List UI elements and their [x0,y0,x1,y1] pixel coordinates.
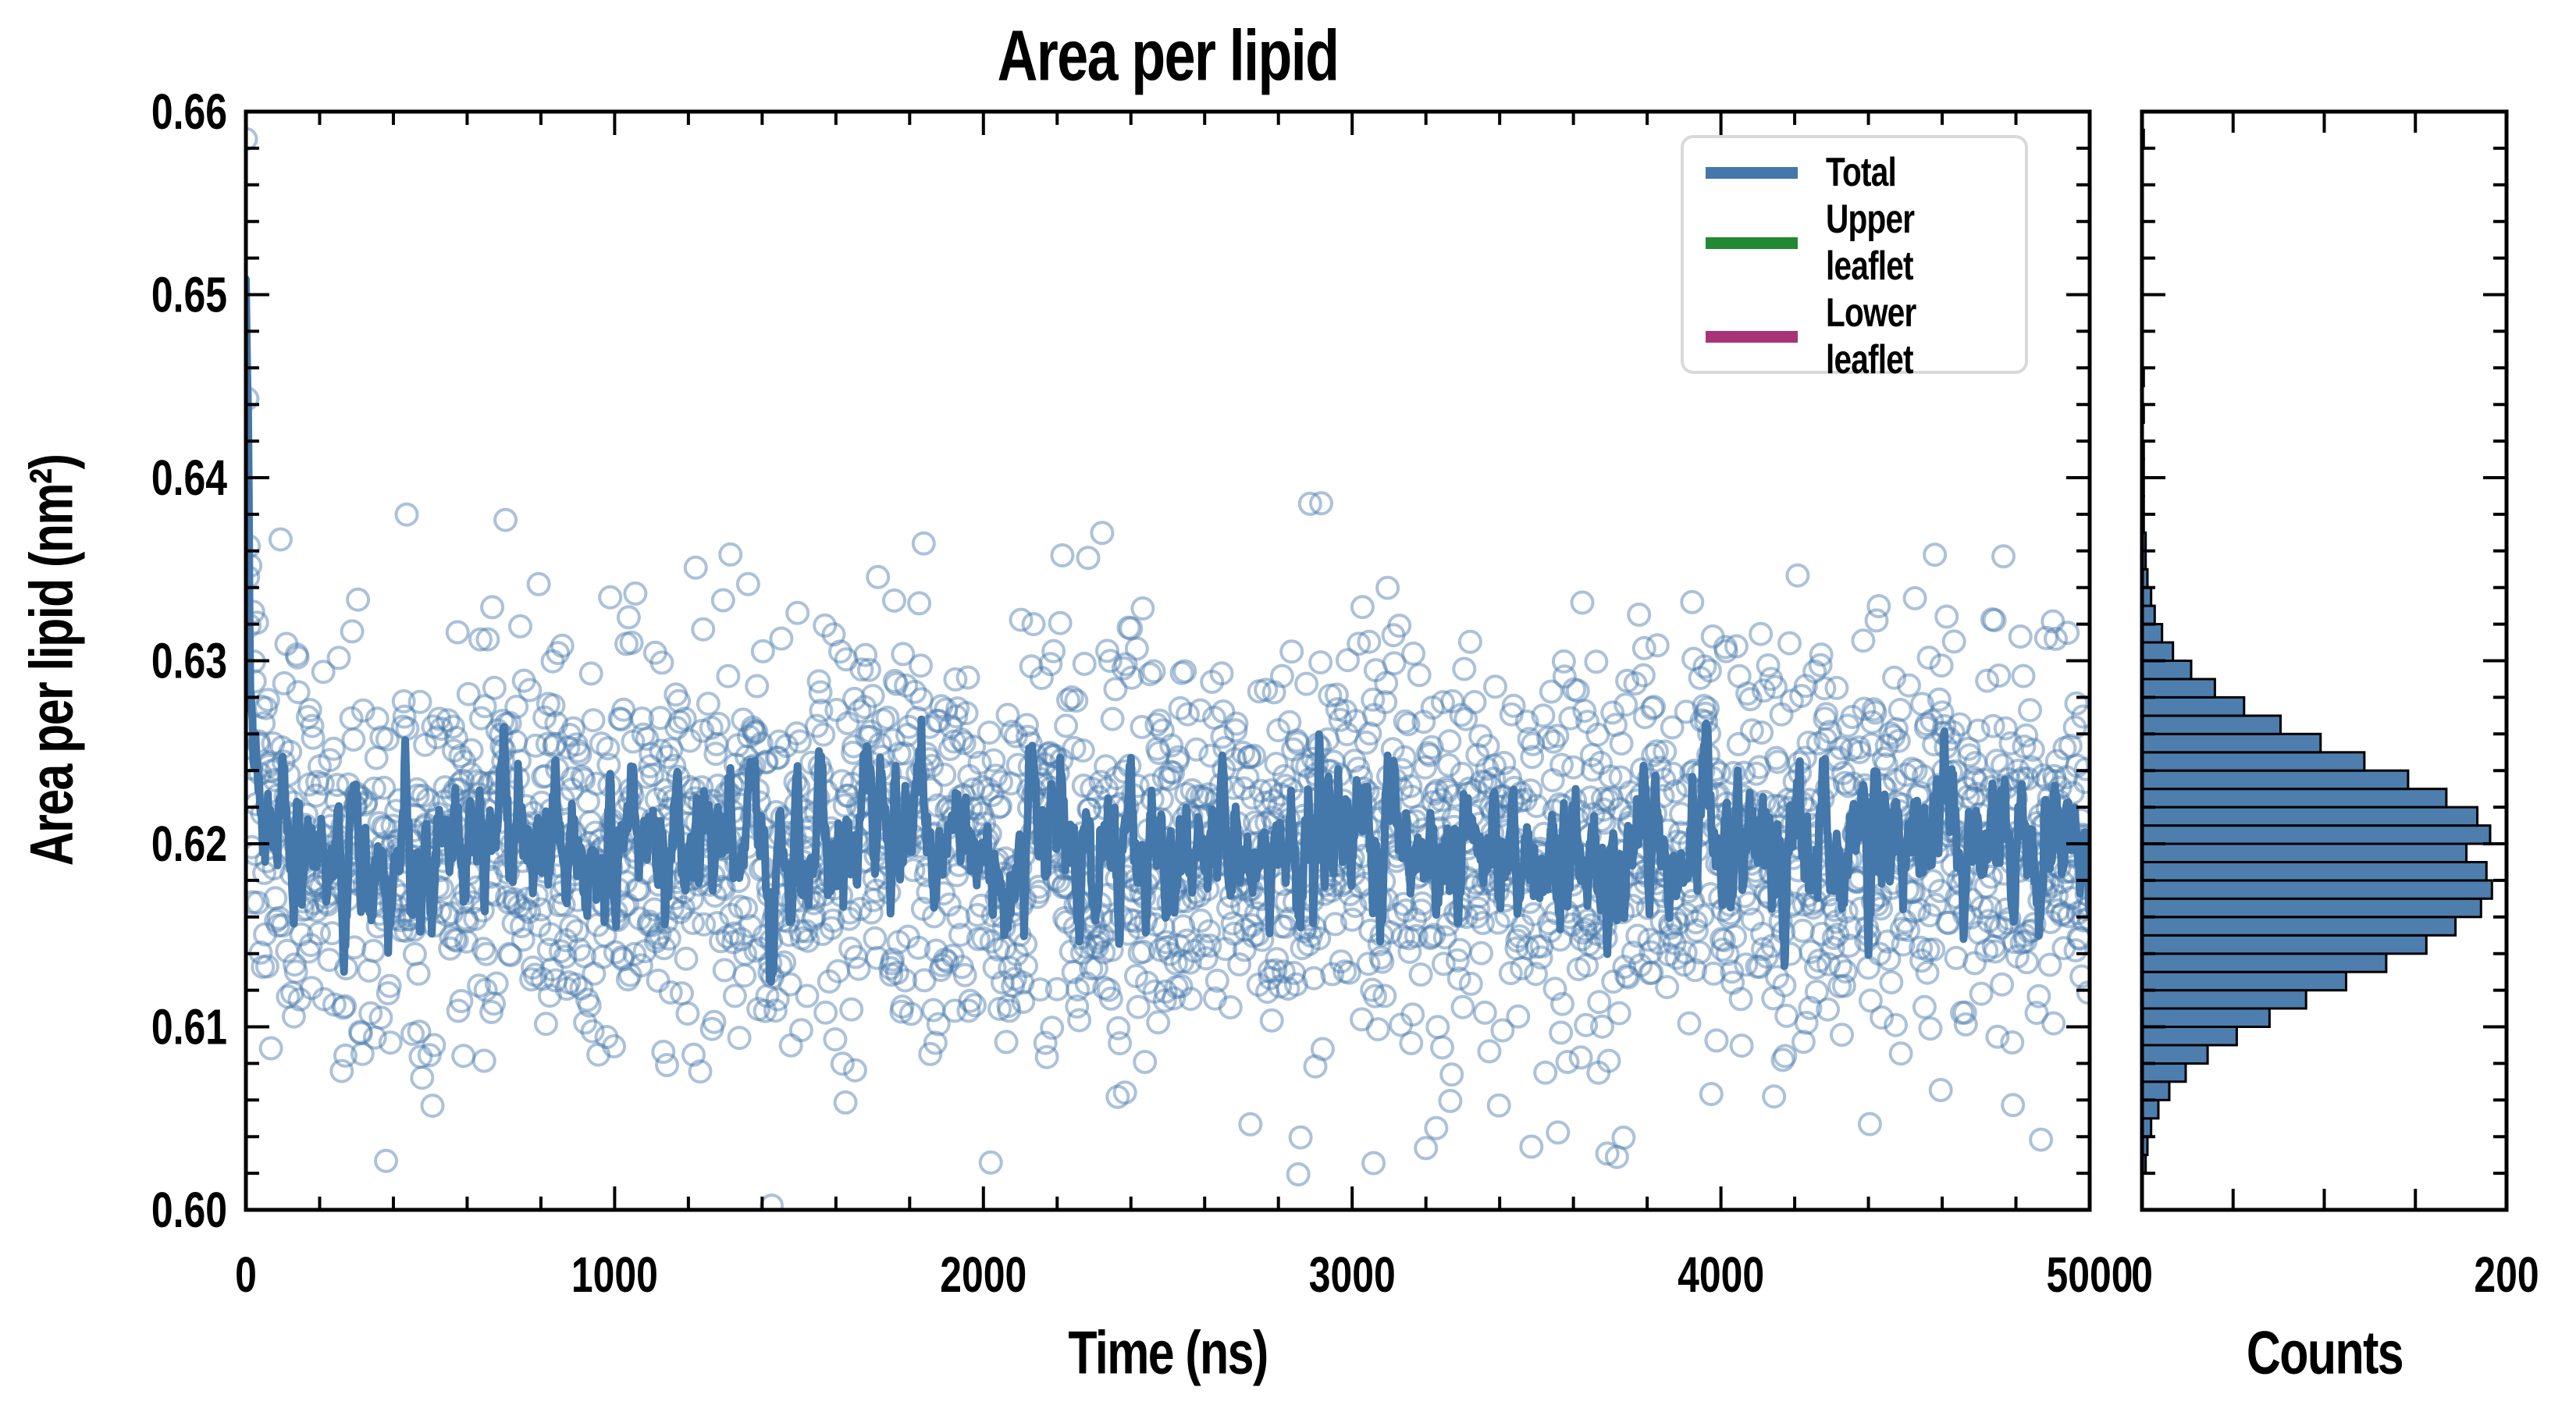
svg-text:0: 0 [235,1247,257,1303]
legend-label-upper-leaflet: Upper leaflet [1826,197,1915,289]
svg-text:0.61: 0.61 [151,1000,227,1055]
svg-text:3000: 3000 [1309,1247,1396,1303]
svg-text:0.62: 0.62 [151,816,227,872]
legend-swatch-total [1706,166,1798,179]
legend-entry-lower-leaflet: Lower leaflet [1706,290,2003,383]
legend: Total Upper leaflet Lower leaflet [1681,135,2028,382]
total-line [246,275,2090,986]
svg-text:0.60: 0.60 [151,1183,227,1238]
legend-label-lower-leaflet: Lower leaflet [1826,290,1916,382]
plot-title: Area per lipid [997,16,1340,96]
main-axes-spines [244,109,2092,1212]
axis-tick-labels: 0 1000 2000 3000 4000 50000.600.610.620.630.6… [151,84,2539,1303]
legend-swatch-lower-leaflet [1706,330,1798,343]
svg-text:0.66: 0.66 [151,84,227,140]
legend-label-total: Total [1826,150,1897,195]
svg-text:2000: 2000 [940,1247,1026,1303]
legend-entry-total: Total [1706,149,2003,196]
svg-text:1000: 1000 [571,1247,658,1303]
histogram-bars [2140,128,2493,1175]
legend-entry-upper-leaflet: Upper leaflet [1706,196,2003,290]
svg-text:4000: 4000 [1678,1247,1764,1303]
hist-x-axis-label: Counts [2246,1318,2404,1387]
x-axis-label: Time (ns) [1068,1318,1268,1387]
svg-text:200: 200 [2474,1247,2539,1303]
svg-text:0.64: 0.64 [151,450,227,506]
hist-axes-spines [2140,109,2509,1212]
legend-swatch-upper-leaflet [1706,237,1798,249]
y-axis-label: Area per lipid (nm²) [16,454,86,866]
svg-text:5000: 5000 [2046,1247,2133,1303]
svg-text:0.63: 0.63 [151,634,227,689]
svg-text:0: 0 [2131,1247,2153,1303]
svg-text:0.65: 0.65 [151,268,227,323]
